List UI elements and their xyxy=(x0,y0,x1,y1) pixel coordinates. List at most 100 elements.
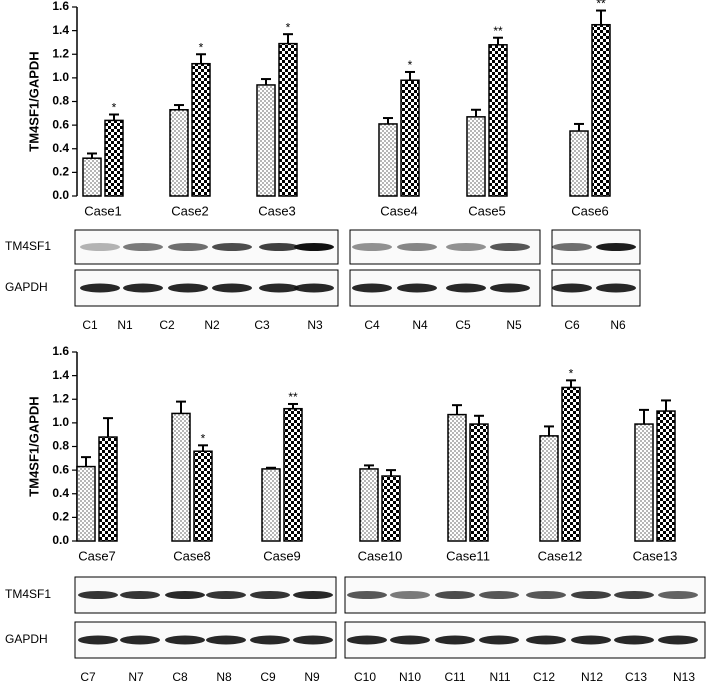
bar xyxy=(634,423,654,542)
blot-frame xyxy=(74,576,337,614)
band xyxy=(352,283,392,293)
lane-label: C1 xyxy=(82,318,98,332)
x-tick-label: Case9 xyxy=(263,548,301,563)
lane-label: N1 xyxy=(117,318,133,332)
y-tick-label: 1.4 xyxy=(52,368,69,382)
bar xyxy=(76,465,96,542)
bar xyxy=(539,435,559,542)
band xyxy=(259,283,299,293)
band xyxy=(490,283,530,293)
band xyxy=(206,591,246,599)
band xyxy=(78,635,118,645)
x-tick-label: Case10 xyxy=(358,548,403,563)
y-tick-label: 0.8 xyxy=(52,439,69,453)
x-tick-label: Case7 xyxy=(78,548,116,563)
significance-label: * xyxy=(112,101,117,115)
bar xyxy=(104,119,124,197)
band xyxy=(123,283,163,293)
lane-label: N11 xyxy=(489,670,510,684)
bar xyxy=(82,157,102,197)
band xyxy=(259,243,299,251)
lane-label: N10 xyxy=(399,670,421,684)
bar xyxy=(466,116,486,197)
row-label: GAPDH xyxy=(5,632,48,646)
lane-label: N9 xyxy=(304,670,320,684)
y-tick-label: 1.6 xyxy=(52,0,69,13)
bar xyxy=(278,42,298,197)
x-tick-label: Case12 xyxy=(538,548,583,563)
band xyxy=(390,591,430,599)
band xyxy=(352,243,392,251)
lane-label: C3 xyxy=(254,318,270,332)
bar xyxy=(171,412,191,542)
lane-label: N4 xyxy=(412,318,428,332)
band xyxy=(571,591,611,599)
band xyxy=(397,283,437,293)
bar xyxy=(98,436,118,542)
bar xyxy=(169,109,189,197)
lane-label: C6 xyxy=(564,318,580,332)
y-tick-label: 0.4 xyxy=(52,486,69,500)
band xyxy=(78,591,118,599)
band xyxy=(347,591,387,599)
y-tick-label: 0.2 xyxy=(52,510,69,524)
bar xyxy=(488,44,508,197)
band xyxy=(293,591,333,599)
blot-frame xyxy=(74,621,337,659)
significance-label: ** xyxy=(288,390,298,404)
band xyxy=(596,283,636,293)
row-label: TM4SF1 xyxy=(5,239,51,253)
lane-label: C8 xyxy=(172,670,188,684)
band xyxy=(614,635,654,645)
bar xyxy=(193,450,213,542)
bar xyxy=(191,62,211,197)
bar xyxy=(256,84,276,197)
band xyxy=(80,283,120,293)
x-tick-label: Case6 xyxy=(571,203,609,218)
significance-label: ** xyxy=(493,24,503,38)
band xyxy=(120,635,160,645)
band xyxy=(80,243,120,251)
band xyxy=(479,635,519,645)
x-tick-label: Case8 xyxy=(173,548,211,563)
row-label: TM4SF1 xyxy=(5,587,51,601)
y-axis-title: TM4SF1/GAPDH xyxy=(26,396,41,496)
lane-label: C11 xyxy=(444,670,465,684)
bar xyxy=(656,410,676,542)
band xyxy=(294,283,334,293)
y-tick-label: 1.0 xyxy=(52,415,69,429)
y-tick-label: 1.2 xyxy=(52,391,69,405)
significance-label: * xyxy=(569,367,574,381)
band xyxy=(294,243,334,251)
band xyxy=(397,243,437,251)
bar xyxy=(261,468,281,542)
band xyxy=(658,635,698,645)
lane-label: N6 xyxy=(610,318,626,332)
y-tick-label: 0.8 xyxy=(52,94,69,108)
significance-label: * xyxy=(286,20,291,34)
band xyxy=(435,591,475,599)
x-tick-label: Case13 xyxy=(633,548,678,563)
band xyxy=(552,243,592,251)
x-tick-label: Case3 xyxy=(258,203,296,218)
y-axis-title: TM4SF1/GAPDH xyxy=(26,51,41,151)
lane-label: N13 xyxy=(673,670,695,684)
x-tick-label: Case11 xyxy=(446,548,490,563)
band xyxy=(526,591,566,599)
bar xyxy=(378,123,398,197)
lane-label: C9 xyxy=(260,670,276,684)
bar xyxy=(569,130,589,197)
bar xyxy=(400,79,420,197)
band xyxy=(250,591,290,599)
lane-label: N3 xyxy=(307,318,323,332)
lane-label: C12 xyxy=(533,670,555,684)
bar xyxy=(561,386,581,542)
band xyxy=(212,243,252,251)
band xyxy=(446,243,486,251)
band xyxy=(596,243,636,251)
bar xyxy=(283,407,303,542)
y-tick-label: 1.2 xyxy=(52,46,69,60)
lane-label: N5 xyxy=(506,318,522,332)
band xyxy=(347,635,387,645)
